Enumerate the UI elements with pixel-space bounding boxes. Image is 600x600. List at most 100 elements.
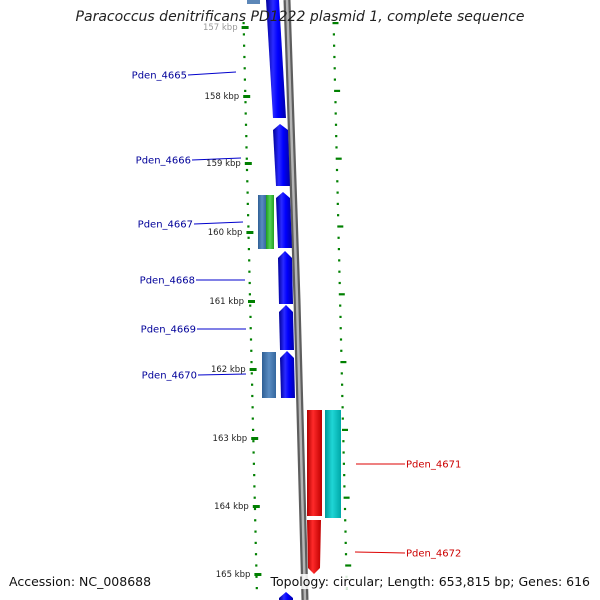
tick-dot <box>335 135 338 138</box>
gene-label-pden-4668[interactable]: Pden_4668 <box>140 276 195 287</box>
tick-dot <box>342 428 348 431</box>
label-connector <box>354 551 406 554</box>
tick-dot <box>253 496 256 499</box>
tick-dot <box>343 474 346 477</box>
tick-dot <box>343 496 350 499</box>
tick-dot <box>243 55 246 59</box>
tick-dot <box>344 519 347 522</box>
tick-label: 159 kbp <box>206 159 241 169</box>
tick-dot <box>249 327 252 330</box>
tick-dot <box>251 417 254 420</box>
tick-dot <box>344 553 348 556</box>
major-tick <box>248 300 255 303</box>
tick-dot <box>247 214 250 217</box>
label-connector <box>191 157 242 161</box>
tick-dot <box>250 349 253 352</box>
map-title: Paracoccus denitrificans PD1222 plasmid … <box>75 9 525 25</box>
gene-pden-4668-arrow[interactable] <box>278 251 293 304</box>
tick-dot <box>341 394 344 398</box>
tick-dot <box>339 338 343 341</box>
gene-label-pden-4671[interactable]: Pden_4671 <box>406 460 461 471</box>
tick-label: 160 kbp <box>208 228 243 238</box>
tick-dot <box>335 168 339 172</box>
tick-dot <box>337 225 344 228</box>
gene-pden-4671-arrow[interactable] <box>307 410 322 516</box>
major-tick <box>246 231 254 234</box>
gene-pden-4670-arrow[interactable] <box>280 351 295 398</box>
tick-dot <box>251 406 254 409</box>
tick-label: 158 kbp <box>205 92 240 102</box>
tick-dot <box>245 157 248 160</box>
tick-dot <box>340 372 343 375</box>
tick-dot <box>242 22 245 25</box>
gene-pden-4672-arrow[interactable] <box>307 520 321 574</box>
tick-label: 161 kbp <box>209 297 244 307</box>
gene-pden-4667-arrow[interactable] <box>276 192 292 248</box>
gene-label-pden-4672[interactable]: Pden_4672 <box>406 549 461 560</box>
tick-dot <box>250 361 253 364</box>
tick-dot <box>251 383 254 386</box>
tick-dot <box>338 293 345 296</box>
gene-pden-4669-arrow[interactable] <box>279 305 294 350</box>
tick-dot <box>248 259 251 262</box>
gene-pden-4666-arrow[interactable] <box>273 124 290 186</box>
tick-dot <box>332 22 339 25</box>
label-connectors <box>187 71 406 554</box>
tick-dot <box>337 214 340 217</box>
gene-label-pden-4665[interactable]: Pden_4665 <box>132 71 187 82</box>
rna-feature <box>325 410 341 518</box>
tick-dot <box>340 349 343 352</box>
tick-dot <box>242 33 245 36</box>
backbone-highlight <box>285 0 307 600</box>
tick-dot <box>333 78 336 81</box>
major-tick <box>252 505 260 508</box>
label-connector <box>197 373 247 376</box>
tick-dot <box>254 541 257 544</box>
tick-dot <box>336 202 339 205</box>
tick-dot <box>344 541 347 544</box>
tick-dot <box>248 293 251 296</box>
tick-dot <box>333 67 336 70</box>
tick-dot <box>246 180 249 183</box>
gene-label-pden-4670[interactable]: Pden_4670 <box>142 371 197 382</box>
gene-next-arrow-tip[interactable] <box>279 592 293 600</box>
tick-dot <box>341 383 344 386</box>
gene-labels: Pden_4665 Pden_4666 Pden_4667 Pden_4668 Pden… <box>132 71 462 560</box>
tick-dot <box>254 519 257 522</box>
gene-label-pden-4669[interactable]: Pden_4669 <box>141 325 196 336</box>
tick-dot <box>340 361 347 364</box>
tick-dot <box>244 89 247 92</box>
tick-dot <box>255 587 258 590</box>
tick-dot <box>255 564 258 567</box>
tick-dot <box>244 112 247 115</box>
gene-label-pden-4666[interactable]: Pden_4666 <box>136 156 191 167</box>
gene-label-pden-4667[interactable]: Pden_4667 <box>138 220 193 231</box>
tick-dot <box>243 44 246 47</box>
tick-dot <box>342 451 345 454</box>
tick-dot <box>339 304 342 307</box>
feature-fragment-top <box>247 0 260 4</box>
feature-green-1 <box>266 195 274 249</box>
tick-dot <box>252 428 255 431</box>
tick-dot <box>333 44 336 47</box>
gene-pden-4665-arrow[interactable] <box>266 0 286 118</box>
tick-dot <box>344 530 347 533</box>
tick-dot <box>342 440 345 443</box>
major-tick <box>244 162 252 165</box>
right-tick-track <box>332 22 352 590</box>
tick-dot <box>335 157 342 160</box>
tick-dot <box>252 440 255 443</box>
tick-dot <box>243 78 246 81</box>
tick-dot <box>253 485 256 488</box>
tick-dot <box>245 168 249 172</box>
tick-dot <box>253 507 257 511</box>
major-tick <box>249 368 257 371</box>
tick-dot <box>252 462 255 465</box>
tick-dot <box>337 236 340 239</box>
tick-dot <box>334 112 337 115</box>
tick-dot <box>250 372 253 375</box>
accession-text: Accession: NC_008688 <box>9 574 152 589</box>
tick-dot <box>343 507 347 511</box>
tick-label: 165 kbp <box>216 570 251 580</box>
